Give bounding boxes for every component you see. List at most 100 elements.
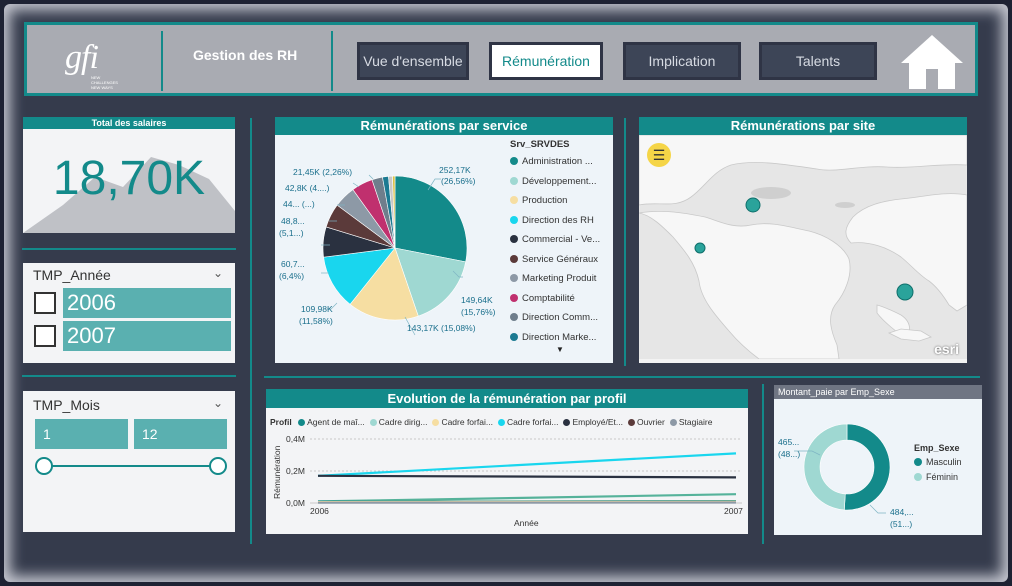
pie-slice[interactable] [843,423,891,511]
legend-item[interactable]: Direction Comm... [510,308,610,328]
legend-label: Féminin [926,472,959,482]
line-chart[interactable]: 0,4M 0,2M 0,0M 2006 2007 Année Rémunérat… [266,389,748,534]
checkbox-2007[interactable] [34,325,56,347]
y-axis-label: Rémunération [272,445,282,499]
nav-talents-button[interactable]: Talents [759,42,877,80]
donut-label: (51...) [890,519,912,529]
legend-label: Commercial - Ve... [522,234,601,245]
service-pie-chart[interactable]: 252,17K (26,56%) 149,64K (15,76%) 143,17… [275,135,511,363]
month-to-input[interactable]: 12 [134,419,227,449]
divider [624,118,626,366]
pie-label: 252,17K [439,165,471,175]
pie-label: (11,58%) [299,316,333,326]
legend-item[interactable]: Agent de maî... [298,417,365,427]
legend-label: Marketing Produit [522,273,597,284]
legend-item[interactable]: Employé/Et... [563,417,623,427]
chevron-down-icon[interactable]: ⌄ [213,266,224,280]
legend-label: Direction Comm... [522,312,599,323]
month-slider-end-handle[interactable] [209,457,227,475]
divider [250,118,252,544]
legend-label: Stagiaire [678,417,713,427]
legend-item[interactable]: Service Généraux [510,250,610,270]
legend-item[interactable]: Ouvrier [628,417,665,427]
legend-item[interactable]: Direction des RH [510,211,610,231]
legend-label: Agent de maî... [307,417,365,427]
nav-remuneration-button[interactable]: Rémunération [489,42,603,80]
x-tick: 2007 [724,506,743,516]
legend-item[interactable]: Comptabilité [510,289,610,309]
chevron-down-icon[interactable]: ⌄ [213,396,224,410]
legend-label: Production [522,195,568,206]
legend-item[interactable]: Cadre forfai... [432,417,493,427]
gender-donut-title: Montant_paie par Emp_Sexe [774,385,982,399]
legend-label: Comptabilité [522,292,575,304]
legend-item[interactable]: Cadre forfai... [497,417,559,427]
legend-item[interactable]: Stagiaire [669,417,713,427]
pie-label: 109,98K [301,304,333,314]
legend-label: Employé/Et... [572,417,623,427]
site-map-title: Rémunérations par site [639,117,967,135]
legend-item[interactable]: Cadre dirig... [369,417,428,427]
kpi-card: Total des salaires 18,70K [23,117,235,233]
header-bar: gfi NEW CHALLENGES NEW WAYS Gestion des … [24,22,978,96]
year-slicer-title: TMP_Année [33,267,111,283]
page-title: Gestion des RH [193,47,298,63]
legend-scroll-down-icon[interactable]: ▼ [556,345,564,354]
legend-label: Cadre forfai... [506,417,559,427]
legend-title: Emp_Sexe [914,443,960,453]
service-pie-card: Rémunérations par service 252,17K (26,56… [275,117,613,363]
legend-dot [510,176,518,185]
legend-dot [369,419,377,426]
pie-label: 42,8K (4....) [285,183,330,193]
checkbox-2006[interactable] [34,292,56,314]
kpi-title: Total des salaires [23,117,235,129]
service-pie-title: Rémunérations par service [275,117,613,135]
leader-lines [321,174,463,336]
legend-dot [510,235,518,243]
pie-slice[interactable] [394,175,468,263]
divider [22,248,236,250]
pie-slice[interactable] [349,247,419,321]
menu-icon[interactable]: ☰ [647,143,671,167]
legend-label: Masculin [926,457,962,467]
month-from-input[interactable]: 1 [35,419,128,449]
year-option-2007[interactable]: 2007 [63,321,231,351]
legend-item[interactable]: Administration ... [510,152,610,172]
legend-label: Service Généraux [522,253,599,265]
pie-label: (15,76%) [461,307,496,317]
year-option-2006[interactable]: 2006 [63,288,231,318]
legend-item[interactable]: Masculin [914,457,962,467]
home-icon[interactable] [899,31,965,93]
month-slider-start-handle[interactable] [35,457,53,475]
pie-label: 21,45K (2,26%) [293,167,352,177]
pie-slice[interactable] [392,175,396,249]
legend-item[interactable]: Commercial - Ve... [510,230,610,250]
legend-item[interactable]: Production [510,191,610,211]
legend-title: Profil [270,417,292,427]
gfi-logo: gfi NEW CHALLENGES NEW WAYS [65,39,145,90]
legend-item[interactable]: Direction Marke... [510,328,610,348]
line-series[interactable] [317,452,737,477]
logo-tagline: NEW CHALLENGES NEW WAYS [91,75,118,90]
legend-dot [510,274,518,282]
donut-label: 484,... [890,507,914,517]
pie-label: 44... (...) [283,199,315,209]
pie-label: 149,64K [461,295,493,305]
legend-dot [669,419,677,426]
nav-implication-button[interactable]: Implication [623,42,741,80]
kpi-value: 18,70K [52,152,206,205]
divider [22,375,236,377]
gender-donut-chart[interactable]: 465... (48...) 484,... (51...) [774,399,982,535]
legend-item[interactable]: Développement... [510,172,610,192]
x-tick: 2006 [310,506,329,516]
line-series[interactable] [317,493,737,503]
map-bubble-nigeria [694,242,706,254]
legend-item[interactable]: Marketing Produit [510,269,610,289]
legend-label: Cadre dirig... [378,417,428,427]
world-map[interactable] [639,135,967,359]
legend-item[interactable]: Féminin [914,472,962,482]
line-series[interactable] [317,474,737,479]
pie-slice[interactable] [803,423,848,511]
nav-vue-ensemble-button[interactable]: Vue d'ensemble [357,42,469,80]
legend-label: Direction des RH [522,214,594,226]
